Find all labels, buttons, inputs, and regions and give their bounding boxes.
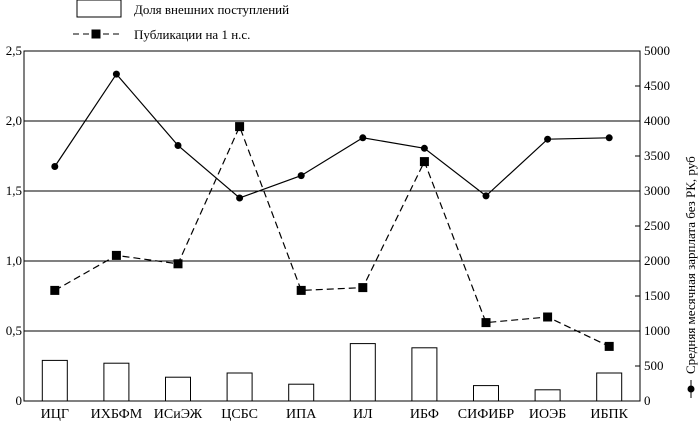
right-tick-label: 2000 [644, 253, 670, 268]
right-tick-label: 1500 [644, 288, 670, 303]
category-label: ИБФ [410, 407, 439, 422]
left-tick-label: 1,0 [6, 253, 22, 268]
right-tick-label: 3500 [644, 148, 670, 163]
salary-point [605, 134, 613, 142]
right-tick-label: 5000 [644, 43, 670, 58]
bar [226, 372, 253, 402]
bar [165, 376, 191, 402]
publications-point [173, 259, 183, 269]
right-axis-ticks: 0 500 1000 1500 2000 2500 3000 3500 4000 4500 5000 [635, 43, 670, 408]
salary-point [420, 144, 428, 152]
left-tick-label: 0 [16, 393, 23, 408]
left-tick-label: 2,0 [6, 113, 22, 128]
right-tick-label: 1000 [644, 323, 670, 338]
publications-point [543, 312, 553, 322]
gridlines [24, 120, 640, 332]
legend-bar-label: Доля внешних поступлений [134, 2, 289, 17]
category-label: ИХБФМ [91, 407, 143, 422]
publications-point [604, 341, 614, 351]
bar [534, 389, 561, 402]
publications-point [235, 122, 245, 132]
salary-point [51, 163, 59, 170]
bar [411, 347, 438, 402]
category-label: ИБПК [590, 407, 628, 422]
right-axis-label: Средняя месячная зарплата без РК, руб [683, 156, 698, 374]
right-tick-label: 0 [644, 393, 651, 408]
publications-point [296, 285, 306, 295]
publications-line [54, 125, 610, 347]
salary-line [54, 73, 610, 199]
category-label: ИСиЭЖ [154, 407, 203, 422]
legend-line-label: Публикации на 1 н.с. [134, 27, 250, 42]
category-label: ИОЭБ [529, 407, 567, 422]
left-tick-label: 2,5 [6, 43, 22, 58]
legend: Доля внешних поступлений Публикации на 1… [73, 0, 289, 42]
salary-point [544, 135, 552, 143]
salary-point [297, 172, 305, 180]
category-labels: ИЦГ ИХБФМ ИСиЭЖ ЦСБС ИПА ИЛ ИБФ СИФИБР ИОЭБ ИБПК [41, 407, 629, 422]
category-label: ИЛ [353, 407, 373, 422]
bars [41, 343, 623, 402]
category-label: ИЦГ [41, 407, 69, 422]
right-tick-label: 500 [644, 358, 664, 373]
salary-point [174, 142, 182, 149]
publications-point [481, 318, 491, 328]
category-label: СИФИБР [458, 407, 515, 422]
legend-bar-swatch [76, 0, 122, 18]
salary-point [359, 134, 367, 142]
left-tick-label: 0,5 [6, 323, 22, 338]
right-tick-label: 4500 [644, 78, 670, 93]
bar [103, 362, 130, 402]
salary-point [236, 194, 244, 202]
plot-area-frame [23, 50, 641, 402]
publications-point [111, 250, 121, 260]
salary-line-series [51, 70, 613, 202]
right-tick-label: 2500 [644, 218, 670, 233]
salary-point [482, 192, 490, 200]
right-tick-label: 3000 [644, 183, 670, 198]
salary-point [112, 70, 120, 78]
left-tick-label: 1,5 [6, 183, 22, 198]
bar [288, 383, 315, 402]
right-axis-title-circle-icon [687, 385, 695, 393]
bar [596, 372, 623, 402]
category-label: ИПА [286, 407, 317, 422]
publications-point [419, 157, 429, 167]
legend-square-marker [91, 29, 101, 39]
right-axis-title: Средняя месячная зарплата без РК, руб [683, 156, 698, 398]
bar [349, 343, 376, 402]
bar [473, 385, 499, 402]
publications-point [358, 283, 368, 293]
right-tick-label: 4000 [644, 113, 670, 128]
category-label: ЦСБС [221, 407, 258, 422]
left-axis-ticks: 0 0,5 1,0 1,5 2,0 2,5 [6, 43, 29, 408]
publications-point [50, 285, 60, 295]
publications-line-series [50, 122, 614, 351]
bar [41, 359, 68, 402]
